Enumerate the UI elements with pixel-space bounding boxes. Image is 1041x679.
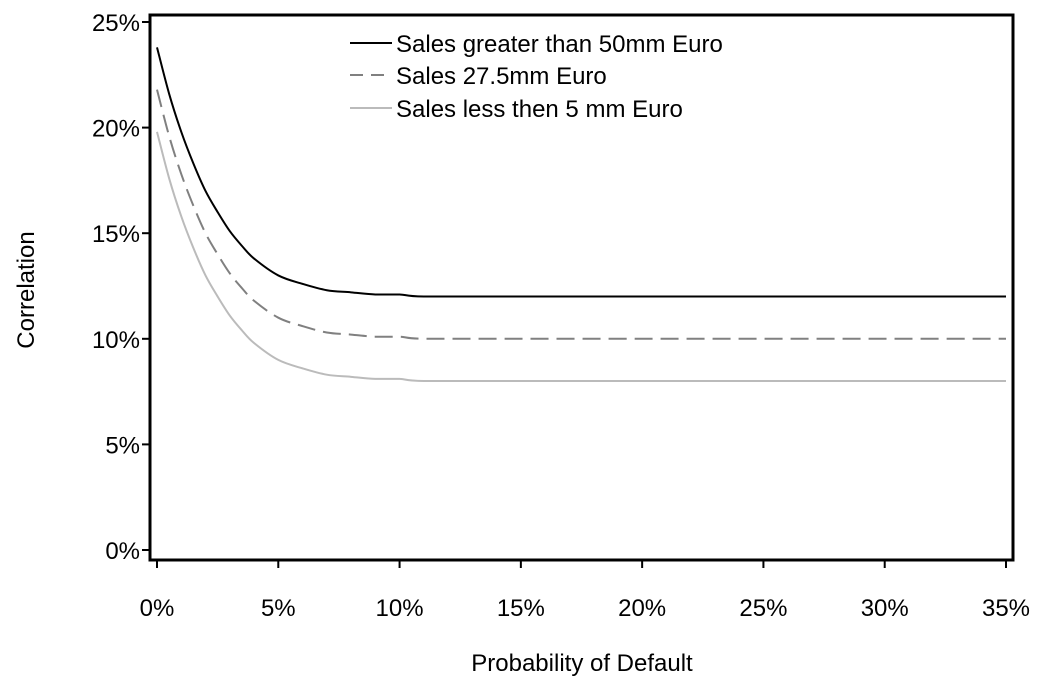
y-axis: 0% 5% 10% 15% 20% 25% <box>92 10 150 565</box>
series-line-2 <box>156 89 1006 340</box>
x-tick-label: 35% <box>982 595 1030 622</box>
x-tick-label: 0% <box>140 595 175 622</box>
series-lines <box>156 47 1006 383</box>
legend: Sales greater than 50mm Euro Sales 27.5mm… <box>350 31 723 123</box>
x-tick-label: 25% <box>739 595 787 622</box>
y-tick-label: 15% <box>92 221 140 248</box>
series-line-3 <box>156 131 1006 383</box>
x-axis-title: Probability of Default <box>471 650 693 677</box>
y-tick-label: 5% <box>105 432 140 459</box>
y-tick-label: 25% <box>92 10 140 37</box>
x-tick-label: 5% <box>261 595 296 622</box>
x-tick-label: 10% <box>376 595 424 622</box>
x-tick-label: 20% <box>618 595 666 622</box>
legend-label: Sales greater than 50mm Euro <box>396 31 723 58</box>
y-tick-label: 20% <box>92 116 140 143</box>
y-axis-title: Correlation <box>13 231 40 348</box>
legend-label: Sales less then 5 mm Euro <box>396 96 683 123</box>
x-axis: 0% 5% 10% 15% 20% 25% 30% 35% <box>140 560 1030 622</box>
y-tick-label: 0% <box>105 538 140 565</box>
x-tick-label: 30% <box>861 595 909 622</box>
series-line-1 <box>156 47 1006 298</box>
legend-label: Sales 27.5mm Euro <box>396 63 607 90</box>
y-tick-label: 10% <box>92 327 140 354</box>
x-tick-label: 15% <box>497 595 545 622</box>
plot-area <box>148 13 1015 562</box>
